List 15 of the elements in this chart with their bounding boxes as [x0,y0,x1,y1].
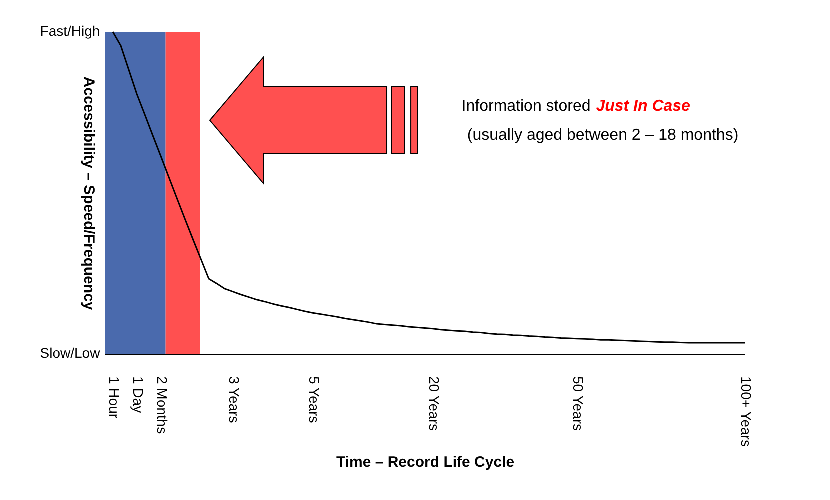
x-axis-title: Time – Record Life Cycle [336,454,515,472]
x-tick-label: 5 Years [306,376,322,424]
annotation: Just In Case [596,98,691,116]
y-axis-title: Accessibility – Speed/Frequency [80,76,98,311]
x-tick-label: 2 Months [154,376,170,434]
annotation: (usually aged between 2 – 18 months) [467,127,739,144]
annotation: Information stored [462,98,591,116]
x-tick-label: 1 Hour [106,376,122,419]
x-tick-label: 1 Day [130,376,146,414]
x-tick-label: 100+ Years [738,376,754,447]
text: Slow/Low [40,345,102,361]
x-tick-label: 50 Years [570,376,586,431]
x-tick-label: 3 Years [226,376,242,424]
text: Fast/High [40,23,100,39]
x-tick-label: 20 Years [426,376,442,431]
